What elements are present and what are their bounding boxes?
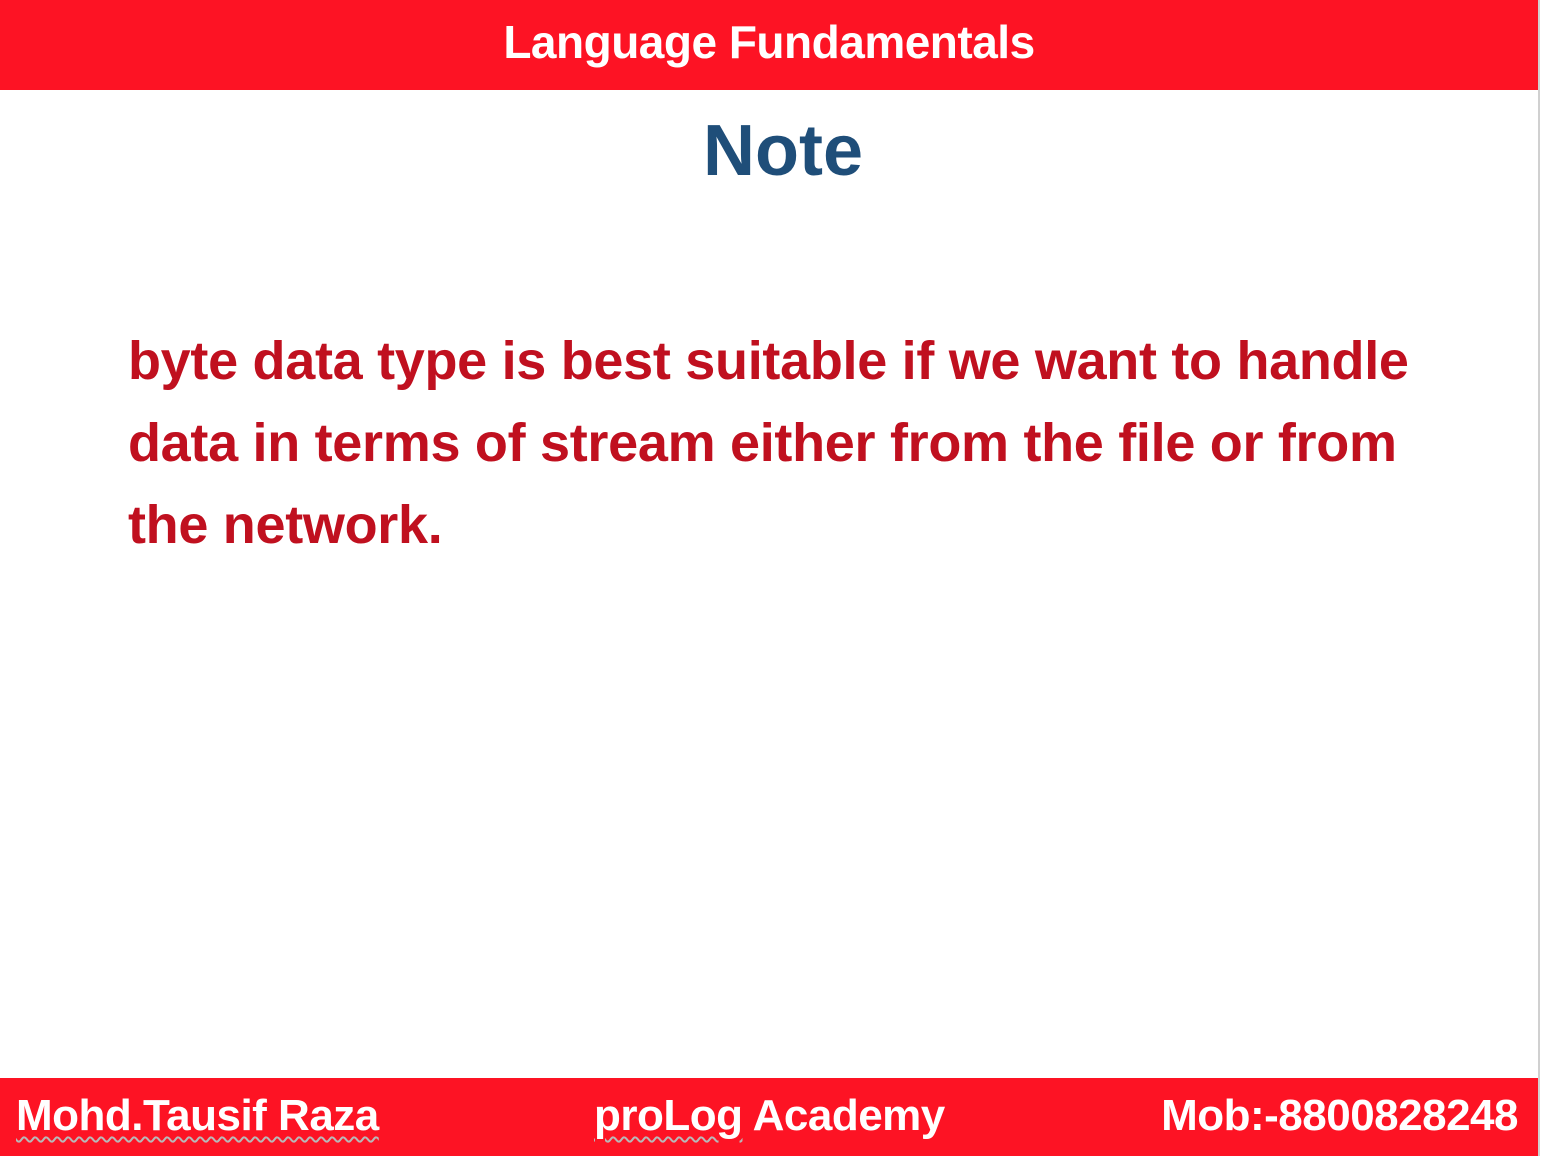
note-title: Note bbox=[703, 111, 863, 191]
footer-author: Mohd.Tausif Raza bbox=[16, 1091, 379, 1140]
footer-mobile: Mob:-8800828248 bbox=[1161, 1091, 1518, 1140]
note-body-text: byte data type is best suitable if we wa… bbox=[128, 331, 1409, 555]
footer-bar: Mohd.Tausif Raza proLog Academy Mob:-880… bbox=[0, 1078, 1538, 1156]
footer-academy-brand: proLog bbox=[594, 1091, 743, 1140]
header-title: Language Fundamentals bbox=[503, 16, 1035, 68]
header-bar: Language Fundamentals bbox=[0, 0, 1538, 90]
footer-academy: proLog Academy bbox=[594, 1088, 945, 1144]
footer-academy-suffix: Academy bbox=[742, 1091, 946, 1140]
